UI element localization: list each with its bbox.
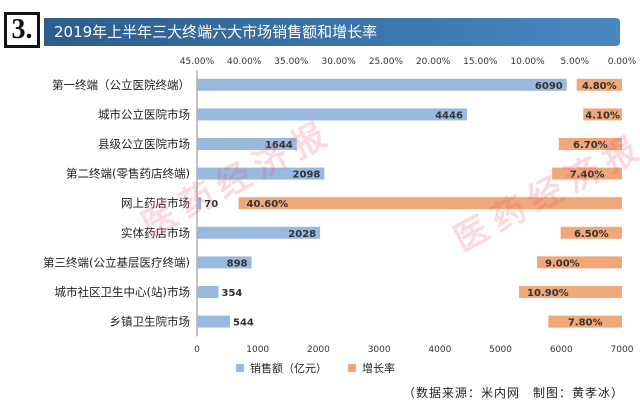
sales-data-label: 4446: [435, 110, 463, 121]
category-label: 城市公立医院市场: [98, 107, 190, 121]
category-label: 第二终端(零售药店终端): [66, 167, 190, 181]
category-label: 第三终端(公立基层医疗终端): [43, 255, 190, 269]
growth-bar: [548, 315, 622, 328]
sales-data-label: 70: [204, 199, 218, 210]
sales-bar: [197, 226, 321, 239]
sales-bar: [197, 315, 231, 328]
sales-data-label: 1644: [265, 140, 293, 151]
category-label: 第一终端（公立医院终端）: [52, 78, 190, 92]
sales-data-label: 898: [227, 258, 248, 269]
top-tick-label: 35.00%: [274, 57, 309, 67]
growth-bar: [558, 138, 622, 150]
growth-data-label: 40.60%: [247, 199, 289, 210]
category-label: 城市社区卫生中心(站)市场: [55, 285, 190, 299]
top-tick-label: 20.00%: [416, 57, 451, 67]
sales-bar: [197, 138, 297, 150]
top-tick-label: 10.00%: [510, 57, 545, 67]
bottom-tick-label: 6000: [550, 345, 573, 355]
category-label: 乡镇卫生院市场: [110, 315, 191, 329]
growth-data-label: 4.10%: [585, 110, 620, 121]
sales-data-label: 354: [221, 288, 242, 299]
growth-bar: [583, 108, 622, 121]
sales-data-label: 2028: [288, 229, 316, 240]
growth-bar: [519, 286, 622, 298]
top-tick-label: 40.00%: [227, 57, 262, 67]
growth-data-label: 7.40%: [570, 170, 605, 181]
sales-data-label: 6090: [535, 81, 563, 92]
growth-bar: [537, 256, 622, 269]
source-note: （数据来源：米内网 制图：黄孝冰）: [402, 386, 624, 400]
growth-data-label: 6.50%: [574, 229, 609, 240]
top-tick-label: 25.00%: [369, 57, 404, 67]
growth-bar: [238, 197, 623, 210]
top-tick-label: 5.00%: [560, 57, 589, 67]
sales-bar: [197, 286, 219, 298]
growth-data-label: 7.80%: [568, 318, 603, 329]
bottom-tick-label: 2000: [307, 345, 330, 355]
bottom-tick-label: 5000: [489, 345, 512, 355]
sales-bar: [197, 256, 252, 269]
category-label: 实体药店市场: [121, 226, 190, 240]
growth-data-label: 10.90%: [527, 288, 569, 299]
section-number: 3.: [4, 12, 40, 48]
legend-swatch-sales: [236, 364, 244, 372]
bottom-tick-label: 3000: [368, 345, 391, 355]
top-tick-label: 15.00%: [463, 57, 498, 67]
sales-data-label: 544: [233, 318, 254, 329]
legend-label-sales: 销售额（亿元）: [250, 361, 327, 375]
growth-data-label: 9.00%: [545, 258, 580, 269]
top-tick-label: 0.00%: [608, 57, 637, 67]
growth-bar: [552, 167, 622, 180]
category-label: 网上药店市场: [121, 196, 190, 210]
bottom-tick-label: 7000: [611, 345, 634, 355]
sales-bar: [197, 78, 567, 91]
growth-data-label: 6.70%: [573, 140, 608, 151]
legend-label-growth: 增长率: [362, 361, 395, 375]
bottom-tick-label: 0: [194, 345, 200, 355]
growth-bar: [576, 78, 622, 91]
legend-swatch-growth: [348, 364, 356, 372]
sales-data-label: 2098: [293, 170, 321, 181]
top-tick-label: 45.00%: [180, 57, 215, 67]
growth-data-label: 4.80%: [582, 81, 617, 92]
sales-bar: [197, 197, 202, 210]
category-label: 县级公立医院市场: [98, 137, 190, 151]
chart-title: 2019年上半年三大终端六大市场销售额和增长率: [44, 18, 620, 46]
top-tick-label: 30.00%: [322, 57, 357, 67]
bottom-tick-label: 1000: [246, 345, 269, 355]
sales-bar: [197, 167, 325, 180]
sales-bar: [197, 108, 467, 121]
bottom-tick-label: 4000: [428, 345, 451, 355]
growth-bar: [560, 226, 622, 239]
